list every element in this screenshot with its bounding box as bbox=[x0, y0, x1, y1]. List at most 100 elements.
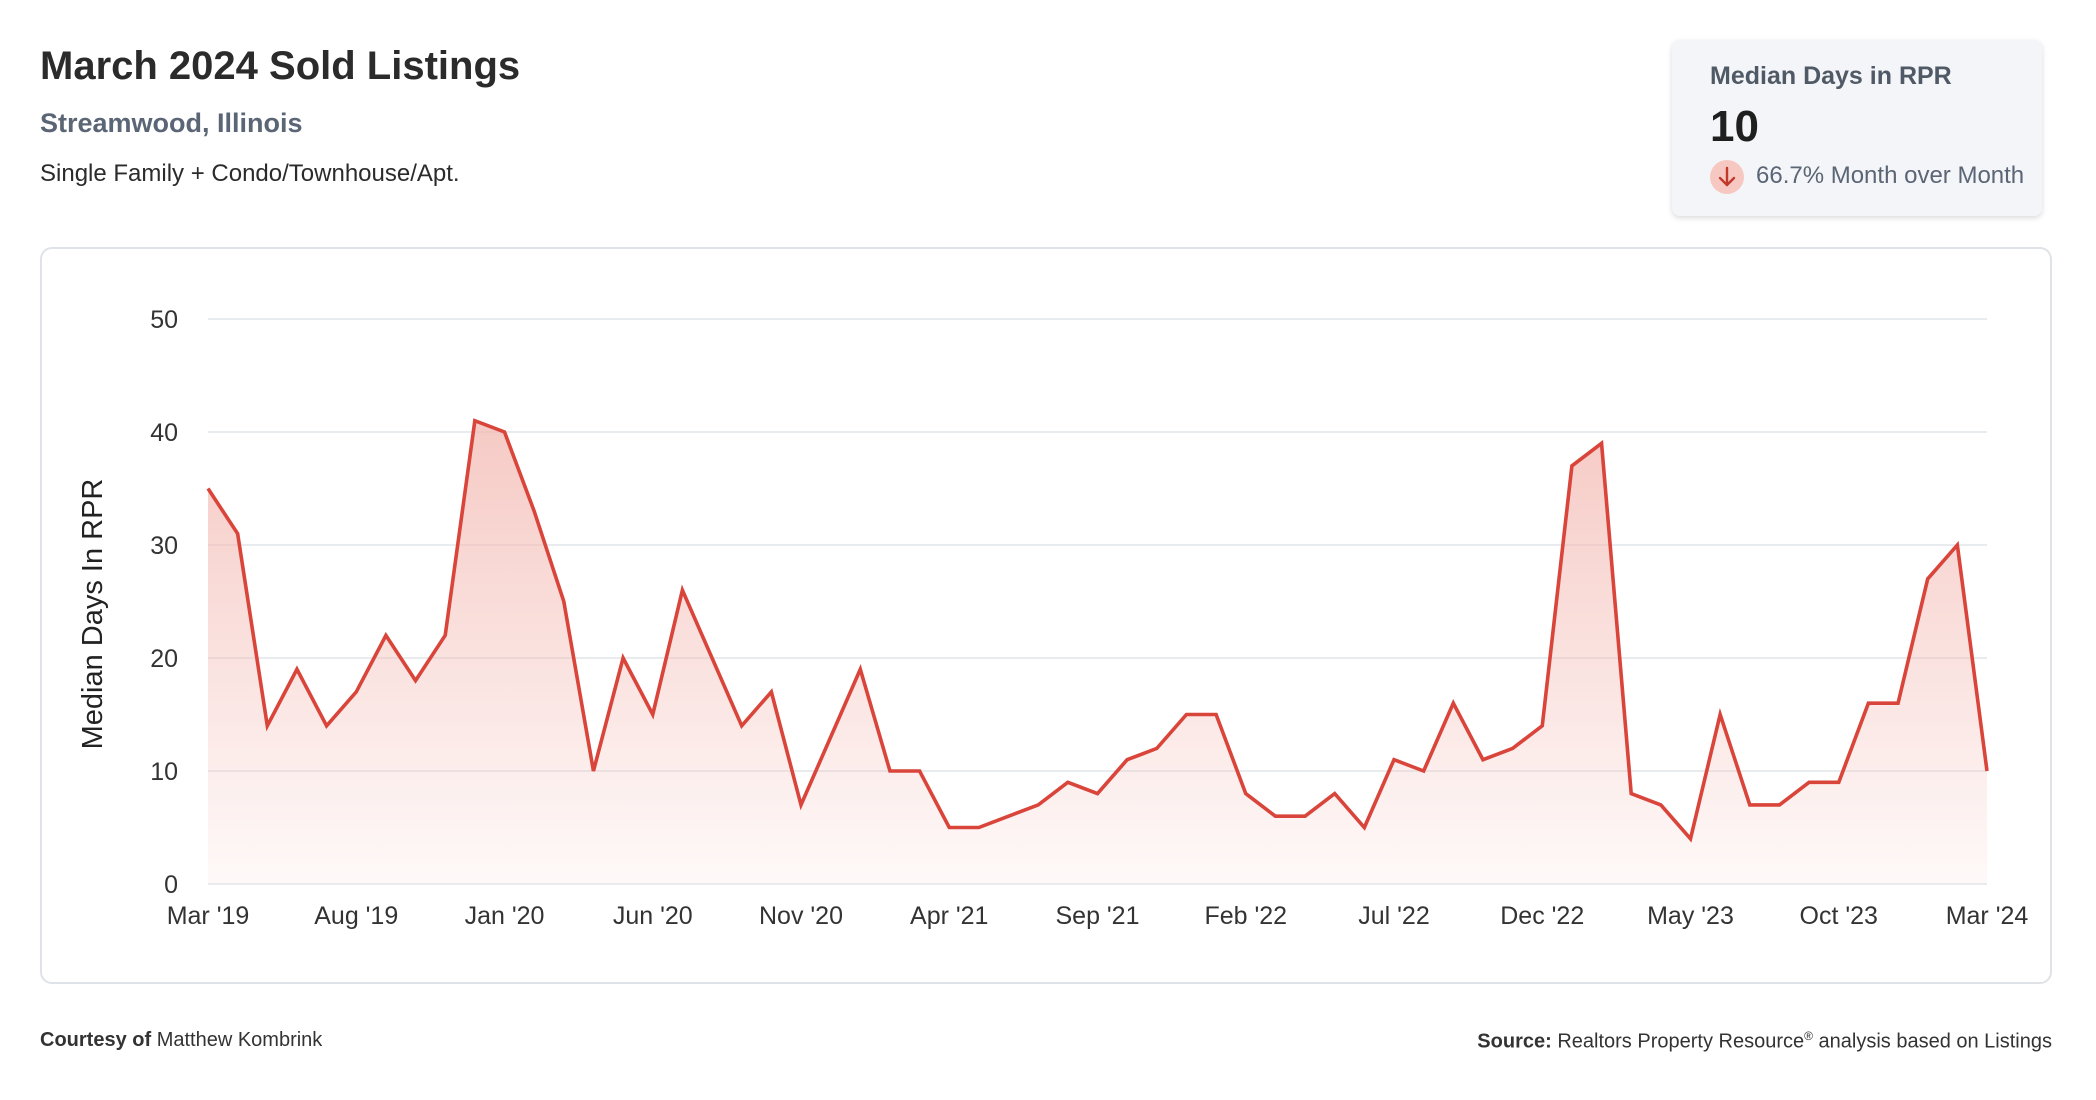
data-point bbox=[888, 769, 892, 773]
data-point bbox=[1392, 758, 1396, 762]
data-point bbox=[1511, 746, 1515, 750]
data-point bbox=[740, 724, 744, 728]
property-types: Single Family + Condo/Townhouse/Apt. bbox=[40, 160, 460, 187]
courtesy-name: Matthew Kombrink bbox=[156, 1029, 323, 1051]
data-point bbox=[858, 667, 862, 671]
data-point bbox=[265, 724, 269, 728]
x-tick-label: Oct '23 bbox=[1800, 902, 1878, 930]
data-point bbox=[1955, 543, 1959, 547]
data-point bbox=[1303, 814, 1307, 818]
x-tick-label: May '23 bbox=[1647, 902, 1734, 930]
data-point bbox=[443, 633, 447, 637]
data-point bbox=[414, 679, 418, 683]
data-point bbox=[621, 656, 625, 660]
y-tick-label: 20 bbox=[150, 645, 178, 673]
data-point bbox=[799, 803, 803, 807]
data-point bbox=[947, 826, 951, 830]
data-point bbox=[325, 724, 329, 728]
data-point bbox=[1659, 803, 1663, 807]
data-point bbox=[236, 532, 240, 536]
data-point bbox=[354, 690, 358, 694]
x-tick-label: Sep '21 bbox=[1055, 902, 1139, 930]
data-point bbox=[710, 656, 714, 660]
y-axis-label: Median Days In RPR bbox=[77, 479, 109, 750]
x-tick-label: Jul '22 bbox=[1358, 902, 1429, 930]
x-tick-label: Dec '22 bbox=[1500, 902, 1584, 930]
data-point bbox=[1600, 441, 1604, 445]
data-point bbox=[532, 509, 536, 513]
x-tick-label: Feb '22 bbox=[1204, 902, 1287, 930]
y-tick-label: 50 bbox=[150, 306, 178, 334]
days-in-rpr-chart: 0 10 20 30 40 50 Mar '19 Aug '19 Jan '20 Jun '20… bbox=[77, 306, 2029, 930]
courtesy-line: Courtesy of Matthew Kombrink bbox=[40, 1029, 322, 1052]
courtesy-label: Courtesy of bbox=[40, 1029, 152, 1051]
data-point bbox=[1570, 464, 1574, 468]
data-point bbox=[562, 600, 566, 604]
stat-value: 10 bbox=[1710, 102, 1759, 151]
arrow-down-icon bbox=[1710, 160, 1744, 194]
source-label: Source: bbox=[1477, 1030, 1552, 1053]
data-point bbox=[1777, 803, 1781, 807]
data-point bbox=[1096, 792, 1100, 796]
data-point bbox=[1273, 814, 1277, 818]
data-point bbox=[1540, 724, 1544, 728]
source-text-b: analysis based on Listings bbox=[1812, 1030, 2053, 1053]
data-point bbox=[1422, 769, 1426, 773]
data-point bbox=[1362, 826, 1366, 830]
data-point bbox=[1066, 780, 1070, 784]
data-point bbox=[591, 769, 595, 773]
data-point bbox=[1244, 792, 1248, 796]
data-point bbox=[1837, 780, 1841, 784]
data-point bbox=[1896, 701, 1900, 705]
data-point bbox=[1926, 577, 1930, 581]
y-tick-label: 0 bbox=[164, 871, 178, 899]
data-point bbox=[384, 633, 388, 637]
data-point bbox=[295, 667, 299, 671]
source-text-a: Realtors Property Resource bbox=[1557, 1030, 1805, 1053]
data-point bbox=[1629, 792, 1633, 796]
series-line bbox=[206, 418, 1989, 843]
data-point bbox=[1866, 701, 1870, 705]
x-tick-label: Mar '19 bbox=[167, 902, 250, 930]
data-point bbox=[1689, 837, 1693, 841]
data-point bbox=[1481, 758, 1485, 762]
page-title: March 2024 Sold Listings bbox=[40, 44, 521, 88]
data-point bbox=[651, 713, 655, 717]
x-tick-label: Aug '19 bbox=[314, 902, 398, 930]
data-point bbox=[206, 487, 210, 491]
data-point bbox=[1007, 814, 1011, 818]
x-tick-label: Apr '21 bbox=[910, 902, 988, 930]
stat-change-text: 66.7% Month over Month bbox=[1756, 162, 2025, 189]
x-tick-label: Jun '20 bbox=[613, 902, 693, 930]
y-tick-label: 40 bbox=[150, 419, 178, 447]
data-point bbox=[1125, 758, 1129, 762]
data-point bbox=[1155, 746, 1159, 750]
data-point bbox=[1036, 803, 1040, 807]
data-point bbox=[769, 690, 773, 694]
y-tick-label: 30 bbox=[150, 532, 178, 560]
data-point bbox=[1985, 769, 1989, 773]
data-point bbox=[503, 430, 507, 434]
series-area bbox=[208, 420, 1987, 884]
data-point bbox=[680, 588, 684, 592]
data-point bbox=[1184, 713, 1188, 717]
location-subtitle: Streamwood, Illinois bbox=[40, 108, 303, 138]
data-point bbox=[1718, 713, 1722, 717]
x-tick-label: Jan '20 bbox=[465, 902, 545, 930]
x-tick-label: Mar '24 bbox=[1946, 902, 2029, 930]
data-point bbox=[473, 419, 477, 423]
source-line: Source: Realtors Property Resource® anal… bbox=[1477, 1029, 2052, 1054]
data-point bbox=[977, 826, 981, 830]
stat-label: Median Days in RPR bbox=[1710, 62, 1952, 90]
x-tick-label: Nov '20 bbox=[759, 902, 843, 930]
chart-panel: 0 10 20 30 40 50 Mar '19 Aug '19 Jan '20 Jun '20… bbox=[40, 247, 2052, 984]
data-point bbox=[1333, 792, 1337, 796]
data-point bbox=[829, 735, 833, 739]
data-point bbox=[918, 769, 922, 773]
stat-card: Median Days in RPR 10 66.7% Month over M… bbox=[1672, 40, 2042, 216]
data-point bbox=[1451, 701, 1455, 705]
registered-mark: ® bbox=[1804, 1029, 1813, 1043]
data-point bbox=[1214, 713, 1218, 717]
y-tick-label: 10 bbox=[150, 758, 178, 786]
data-point bbox=[1807, 780, 1811, 784]
